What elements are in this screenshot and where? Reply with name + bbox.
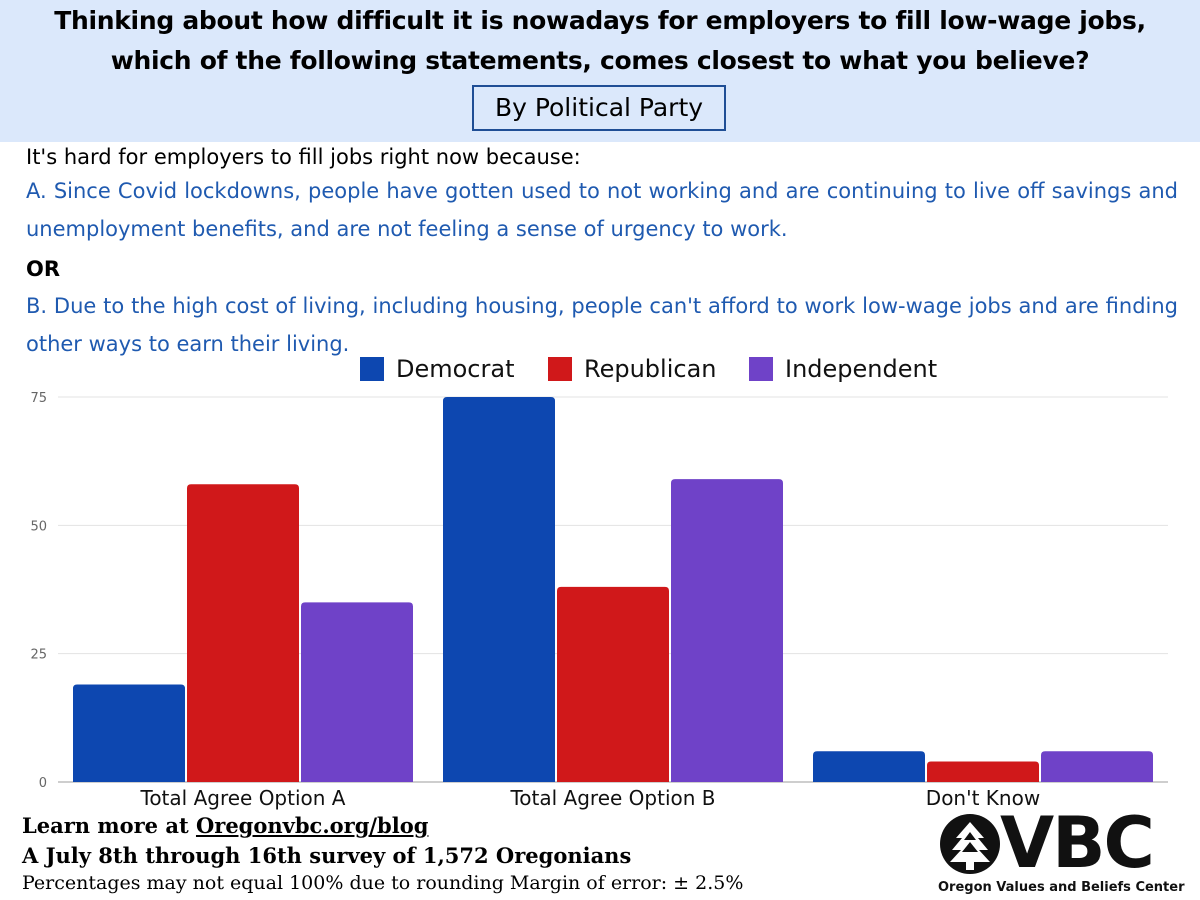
bar-democrat — [443, 397, 555, 782]
x-category-label: Total Agree Option B — [509, 786, 715, 810]
bar-democrat — [813, 751, 925, 782]
legend-item-independent: Independent — [749, 352, 937, 386]
legend-item-democrat: Democrat — [360, 352, 515, 386]
footer-note: Percentages may not equal 100% due to ro… — [22, 872, 744, 894]
chart-title-line-1: Thinking about how difficult it is nowad… — [54, 6, 1146, 35]
bar-republican — [187, 484, 299, 782]
y-tick-label: 0 — [39, 776, 47, 791]
legend-swatch-independent — [749, 357, 773, 381]
bar-independent — [1041, 751, 1153, 782]
blog-link[interactable]: Oregonvbc.org/blog — [195, 813, 429, 838]
tree-circle-icon — [940, 814, 1000, 874]
vbc-logo: VBC Oregon Values and Beliefs Center — [938, 802, 1200, 900]
legend-label-independent: Independent — [785, 355, 938, 383]
question-intro: It's hard for employers to fill jobs rig… — [26, 145, 581, 169]
bar-chart: 0 25 50 75 Total Agree Option A Total Agree O… — [30, 391, 1168, 810]
chart-legend: Democrat Republican Independent — [0, 352, 1200, 386]
option-a-text: A. Since Covid lockdowns, people have go… — [26, 179, 1178, 241]
bar-republican — [927, 761, 1039, 782]
y-tick-label: 75 — [30, 391, 47, 406]
legend-swatch-democrat — [360, 357, 384, 381]
bar-republican — [557, 586, 669, 782]
bar-independent — [301, 602, 413, 782]
bar-independent — [671, 479, 783, 782]
legend-label-republican: Republican — [584, 355, 717, 383]
y-tick-label: 25 — [30, 648, 47, 663]
legend-label-democrat: Democrat — [396, 355, 515, 383]
x-category-label: Total Agree Option A — [140, 786, 346, 810]
x-category-label: Don't Know — [926, 786, 1040, 810]
option-b-text: B. Due to the high cost of living, inclu… — [26, 294, 1178, 356]
footer-learn-prefix: Learn more at — [22, 813, 196, 838]
bar-democrat — [73, 684, 185, 782]
chart-title-line-2: which of the following statements, comes… — [110, 46, 1090, 75]
or-label: OR — [26, 257, 61, 281]
logo-letters: VBC — [1000, 802, 1155, 884]
footer-survey-info: A July 8th through 16th survey of 1,572 … — [22, 843, 632, 868]
legend-item-republican: Republican — [548, 352, 717, 386]
y-tick-label: 50 — [30, 519, 47, 534]
header-banner: Thinking about how difficult it is nowad… — [0, 0, 1200, 142]
logo-caption: Oregon Values and Beliefs Center — [938, 880, 1185, 895]
footer-learn-more: Learn more at Oregonvbc.org/blog — [22, 813, 428, 838]
legend-swatch-republican — [548, 357, 572, 381]
chart-subtitle: By Political Party — [472, 85, 726, 131]
